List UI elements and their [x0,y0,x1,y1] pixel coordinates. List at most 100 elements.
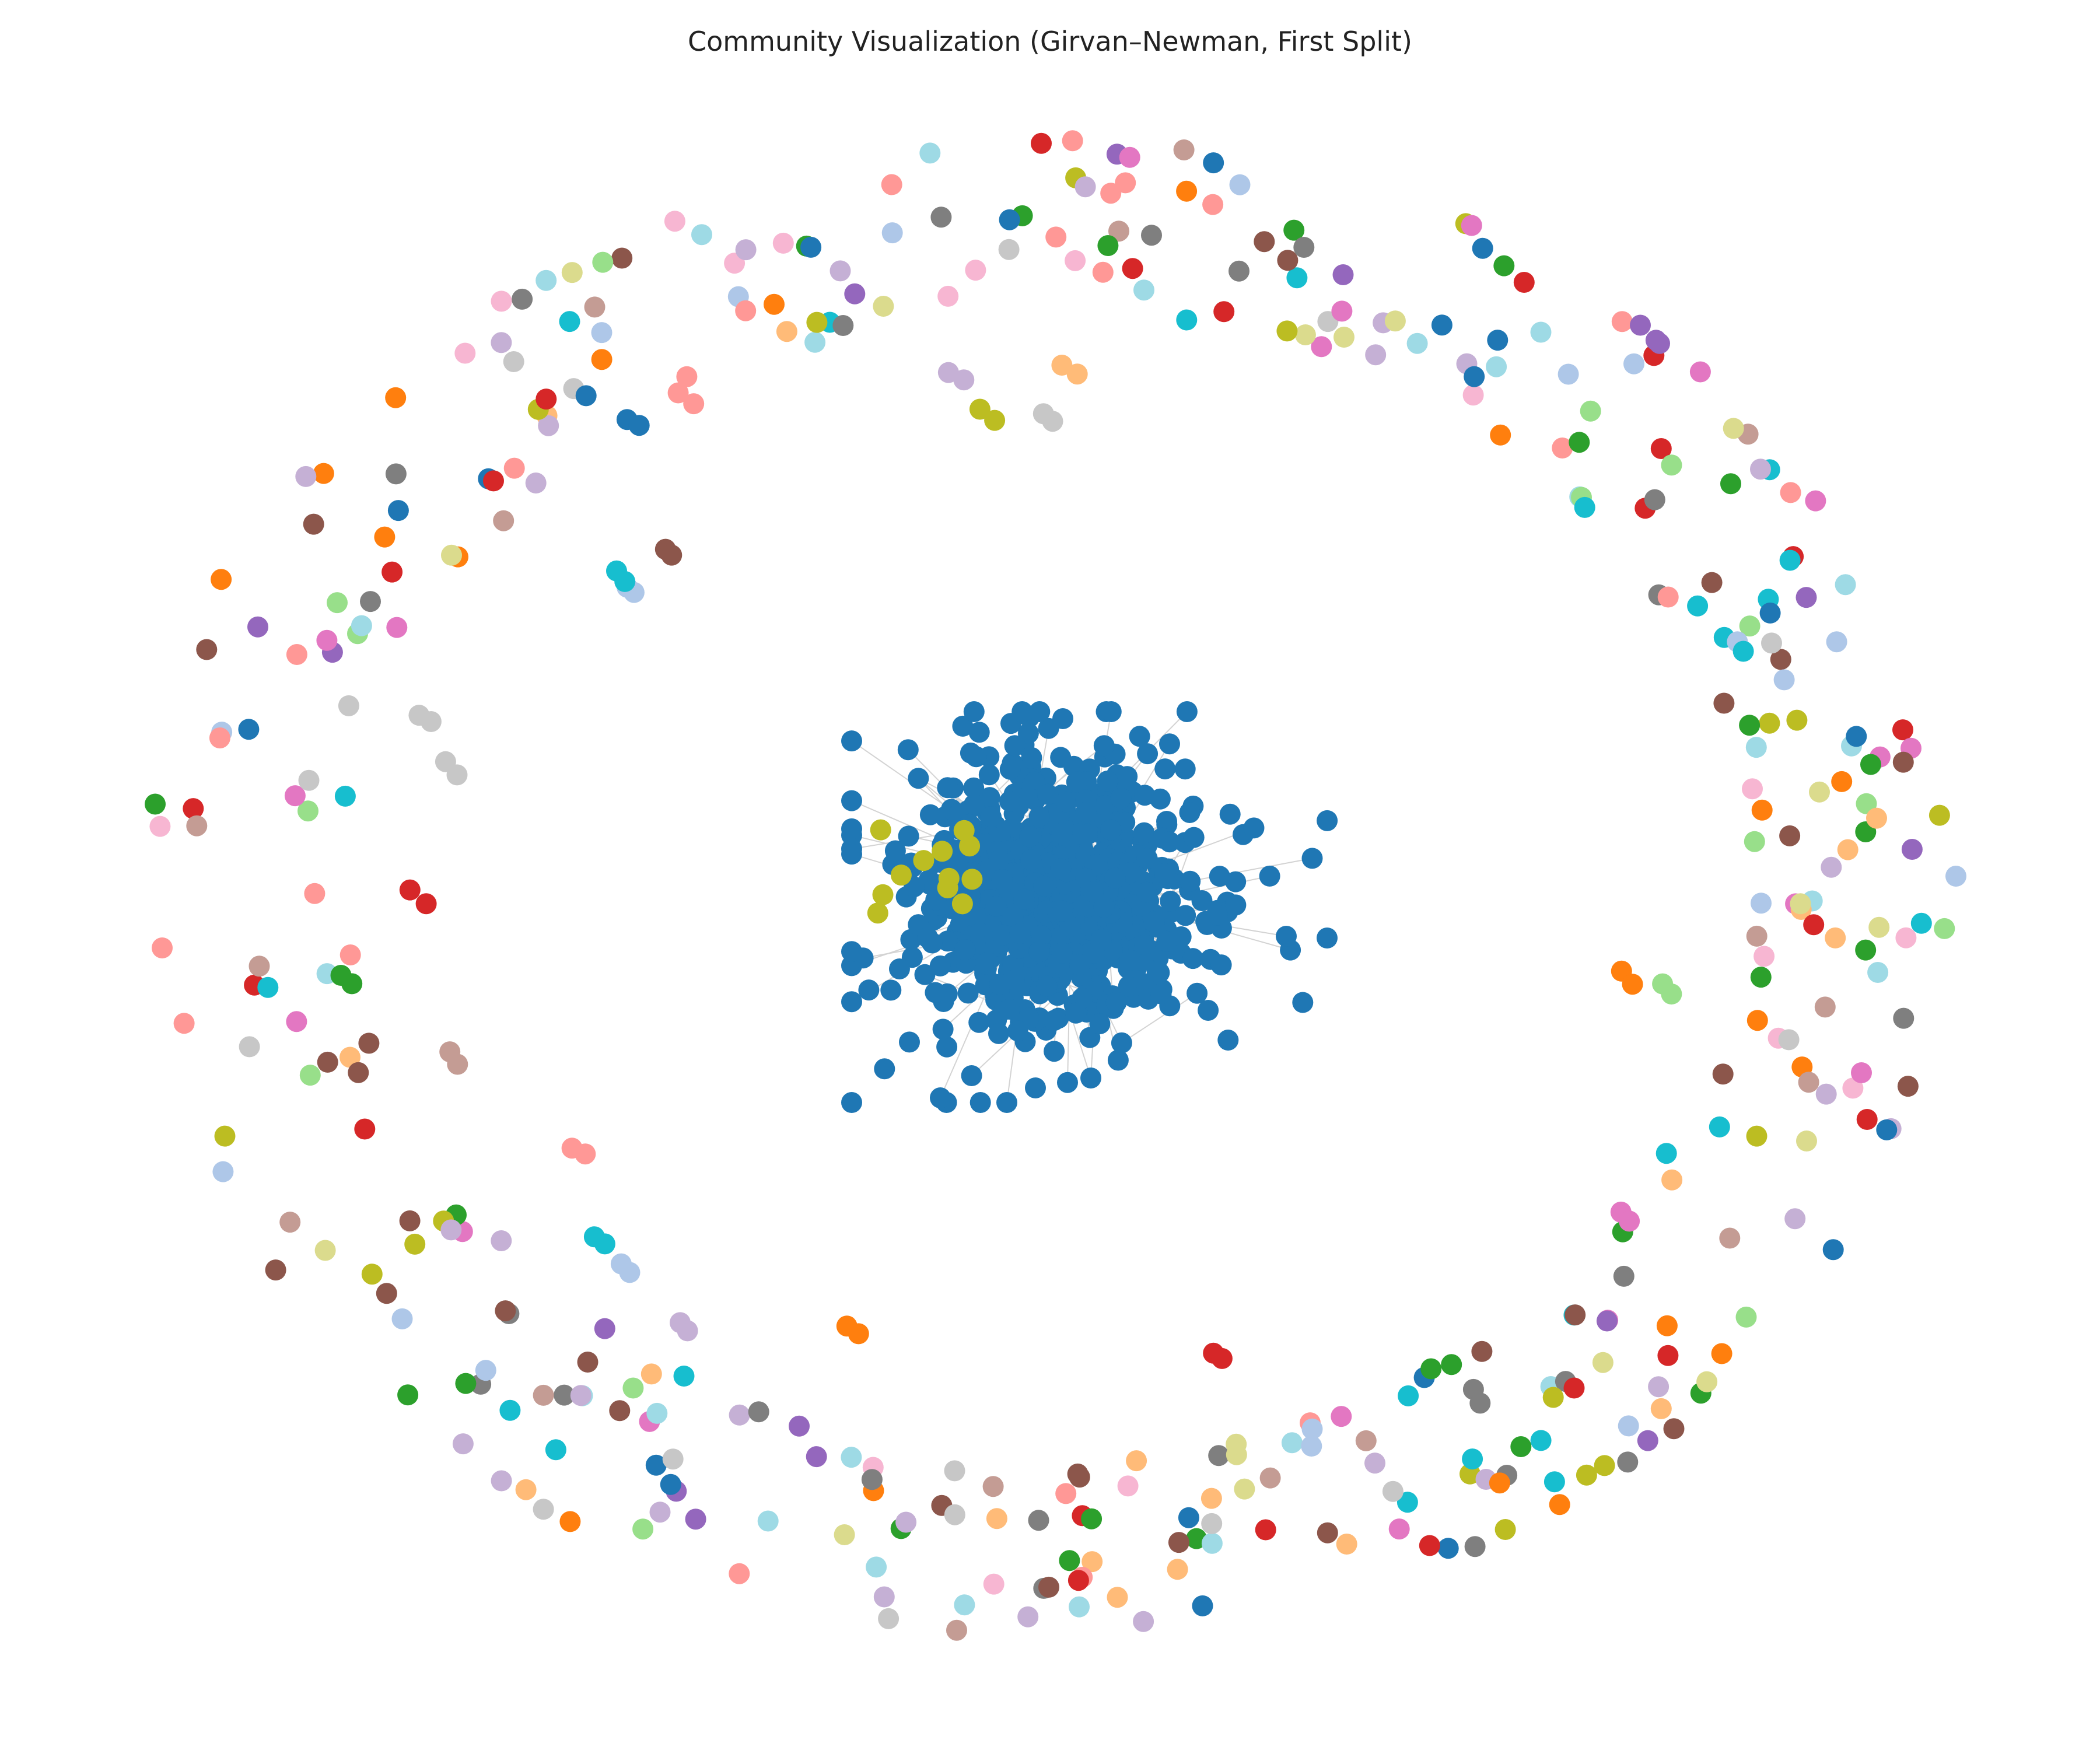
isolated-node [1720,473,1741,495]
isolated-node [1630,314,1651,336]
isolated-node [676,366,698,387]
isolated-node [1255,1519,1276,1541]
isolated-node [841,1447,862,1468]
isolated-node [1126,1450,1147,1472]
isolated-node [1711,1343,1732,1364]
isolated-node [1650,1398,1672,1419]
main-community-node [841,1092,862,1113]
main-community-node [1104,867,1126,889]
isolated-node [1732,640,1754,662]
isolated-node [1431,314,1452,336]
isolated-node [1815,1083,1837,1105]
isolated-node [196,639,218,660]
isolated-node [1192,1595,1213,1616]
isolated-node [1837,839,1859,860]
isolated-node [772,232,794,254]
isolated-node [1825,927,1846,949]
isolated-node [660,1474,681,1495]
main-community-node [1009,923,1031,944]
isolated-node [1945,866,1966,887]
main-community-node [978,764,1000,786]
main-community-node [1210,954,1232,976]
main-community-node [1100,701,1122,722]
main-community-node [1154,863,1176,884]
isolated-node [1406,332,1428,354]
main-community-node [1110,788,1132,809]
isolated-node [1867,962,1889,983]
main-community-node [952,715,974,737]
isolated-node [1893,1007,1915,1029]
isolated-node [1701,572,1723,593]
main-community-node [1180,870,1201,892]
isolated-node [1657,586,1679,608]
main-community-node [841,844,862,865]
isolated-node [649,1502,671,1523]
isolated-node [374,526,396,548]
main-community-node [1225,894,1247,916]
isolated-node [1779,550,1801,571]
main-community-node [1209,866,1230,887]
main-community-node [963,701,985,722]
minor-community-node [890,864,912,886]
isolated-node [360,591,381,612]
isolated-node [351,615,372,636]
isolated-node [1464,366,1485,387]
isolated-node [673,1366,695,1387]
minor-community-node [870,819,891,841]
isolated-node [404,1233,426,1255]
isolated-node [1796,587,1817,608]
isolated-node [317,1051,338,1073]
isolated-node [1549,1494,1570,1516]
isolated-node [646,1402,668,1424]
isolated-node [1382,1480,1404,1502]
isolated-node [1719,1227,1741,1249]
isolated-node [575,385,597,407]
isolated-node [397,1384,419,1406]
isolated-node [1487,330,1508,351]
isolated-node [1530,1430,1552,1451]
isolated-node [1860,754,1881,775]
isolated-node [611,247,633,269]
isolated-node [1746,925,1768,947]
isolated-node [1805,490,1826,512]
isolated-node [454,342,476,364]
isolated-node [1486,356,1507,377]
pair-community-node [447,1054,468,1075]
pair-community-node [341,973,363,995]
isolated-node [1739,715,1760,736]
isolated-node [998,239,1020,260]
isolated-node [358,1032,380,1054]
main-community-node [1075,802,1097,823]
isolated-node [757,1510,779,1532]
main-community-node [1259,865,1280,887]
isolated-node [1544,1471,1565,1493]
isolated-node [1384,310,1406,332]
isolated-node [1644,489,1665,510]
isolated-node [1119,146,1140,168]
isolated-node [1826,631,1847,653]
main-community-node [898,825,919,847]
isolated-node [491,290,512,312]
isolated-node [298,800,318,822]
isolated-node [538,415,559,436]
isolated-node [1656,1143,1677,1164]
main-community-node [1317,928,1338,949]
pair-community-node [1619,1210,1640,1232]
main-community-node [1013,888,1035,910]
isolated-node [1092,261,1114,283]
main-community-node [985,895,1007,917]
main-community-node [965,746,987,768]
main-community-node [925,982,946,1003]
isolated-node [1750,459,1771,480]
isolated-node [338,695,359,716]
main-community-node [1065,1002,1087,1024]
isolated-node [385,387,407,408]
isolated-node [313,463,334,484]
main-community-node [1089,1013,1111,1034]
isolated-node [1208,1445,1230,1466]
main-community-node [1068,823,1089,845]
isolated-node [999,209,1020,230]
pair-community-node [1042,411,1063,432]
isolated-node [1365,344,1387,366]
isolated-node [1778,1029,1800,1051]
